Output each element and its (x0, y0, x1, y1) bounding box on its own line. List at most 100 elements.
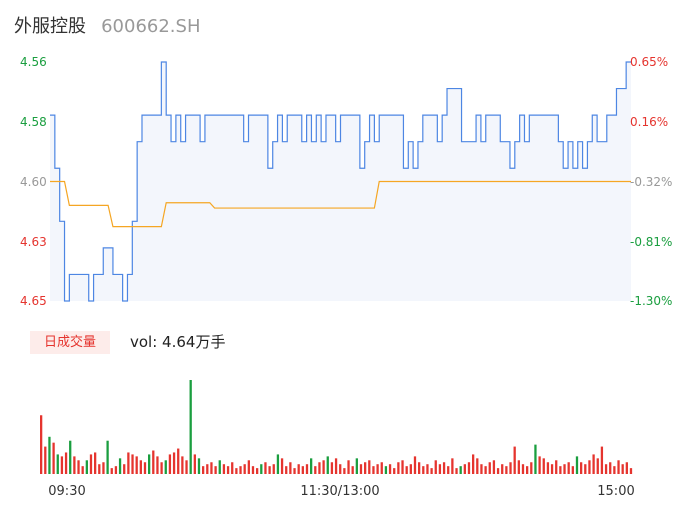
percent-axis-labels: 0.65% 0.16% -0.32% -0.81% -1.30% (630, 55, 672, 308)
volume-bar (330, 462, 334, 474)
volume-bar (40, 415, 43, 474)
volume-bar (44, 446, 47, 474)
volume-bar (202, 466, 205, 474)
volume-bar (243, 464, 246, 474)
volume-bar (172, 452, 176, 474)
volume-bar (584, 464, 587, 474)
volume-bar (160, 462, 163, 474)
volume-bar (355, 458, 358, 474)
percent-tick-label: -0.32% (630, 175, 672, 189)
volume-bar (488, 462, 491, 474)
volume-bar (555, 460, 558, 474)
volume-bar (621, 464, 624, 474)
volume-bar (629, 468, 633, 474)
volume-bar (214, 466, 217, 474)
price-tick-label: 4.56 (20, 55, 47, 69)
volume-bar (305, 464, 309, 474)
volume-bar (73, 456, 76, 474)
volume-bar (110, 468, 113, 474)
volume-bar (372, 466, 375, 474)
volume-bar (517, 460, 520, 474)
volume-bar (52, 442, 55, 474)
volume-bar (559, 466, 562, 474)
volume-bar (326, 456, 329, 474)
volume-bar (210, 462, 213, 474)
volume-bar (318, 462, 321, 474)
price-area (50, 61, 631, 302)
volume-bar (77, 460, 80, 474)
volume-bar (592, 454, 595, 474)
volume-bar (189, 380, 192, 474)
volume-bar (256, 468, 259, 474)
volume-bar (567, 462, 570, 474)
volume-bar (222, 464, 226, 474)
volume-bar (264, 462, 267, 474)
price-tick-label: 4.65 (20, 294, 47, 308)
time-axis-labels: 09:30 11:30/13:00 15:00 (48, 484, 634, 499)
volume-bar (405, 466, 408, 474)
volume-bar (484, 466, 487, 474)
volume-bar (480, 464, 483, 474)
volume-bar (580, 462, 583, 474)
volume-bar (447, 466, 450, 474)
volume-bar (401, 460, 404, 474)
volume-bar (127, 452, 130, 474)
volume-bar (81, 466, 84, 474)
volume-bar (156, 456, 159, 474)
volume-bar (501, 464, 504, 474)
volume-bar (455, 468, 458, 474)
volume-bar (339, 464, 342, 474)
volume-bar (289, 462, 292, 474)
volume-bar (143, 462, 147, 474)
stock-code: 600662.SH (101, 16, 201, 37)
volume-bar (193, 454, 196, 474)
volume-bar (434, 460, 437, 474)
volume-bar (94, 452, 97, 474)
volume-bar (239, 466, 242, 474)
volume-bar (152, 450, 155, 474)
volume-bar (139, 460, 142, 474)
volume-bar (563, 464, 566, 474)
volume-bar (251, 466, 255, 474)
volume-bar (114, 466, 118, 474)
volume-bar (463, 464, 466, 474)
price-axis-labels: 4.56 4.58 4.60 4.63 4.65 (20, 55, 47, 308)
volume-bar (617, 460, 620, 474)
volume-readout: vol: 4.64万手 (130, 333, 226, 351)
volume-bar (526, 466, 529, 474)
percent-tick-label: -0.81% (630, 235, 672, 249)
volume-bar (314, 466, 317, 474)
volume-bar (571, 466, 574, 474)
volume-bar (505, 466, 508, 474)
price-tick-label: 4.63 (20, 235, 47, 249)
volume-bar (351, 466, 354, 474)
volume-bar (538, 456, 541, 474)
time-tick-label: 15:00 (597, 484, 634, 499)
volume-bar (459, 466, 462, 474)
volume-bar (293, 468, 296, 474)
volume-bar (148, 454, 151, 474)
volume-bar (177, 448, 180, 474)
volume-bar (550, 464, 554, 474)
volume-bar (442, 462, 446, 474)
volume-bar (123, 464, 126, 474)
volume-bar (260, 464, 263, 474)
volume-bar (280, 458, 284, 474)
volume-bar (347, 460, 350, 474)
volume-bar (575, 456, 579, 474)
volume-bar (426, 464, 429, 474)
volume-bar (106, 440, 109, 474)
stock-name: 外服控股 (14, 16, 86, 37)
volume-bar (368, 460, 371, 474)
volume-bar (384, 466, 388, 474)
volume-bar (181, 456, 184, 474)
volume-bar (231, 462, 234, 474)
volume-bar (285, 466, 288, 474)
volume-bar (496, 468, 500, 474)
volume-bar (85, 460, 88, 474)
volume-bar (168, 454, 172, 474)
volume-bar (521, 464, 525, 474)
volume-bar (451, 458, 454, 474)
volume-bar (197, 458, 201, 474)
price-tick-label: 4.58 (20, 115, 47, 129)
